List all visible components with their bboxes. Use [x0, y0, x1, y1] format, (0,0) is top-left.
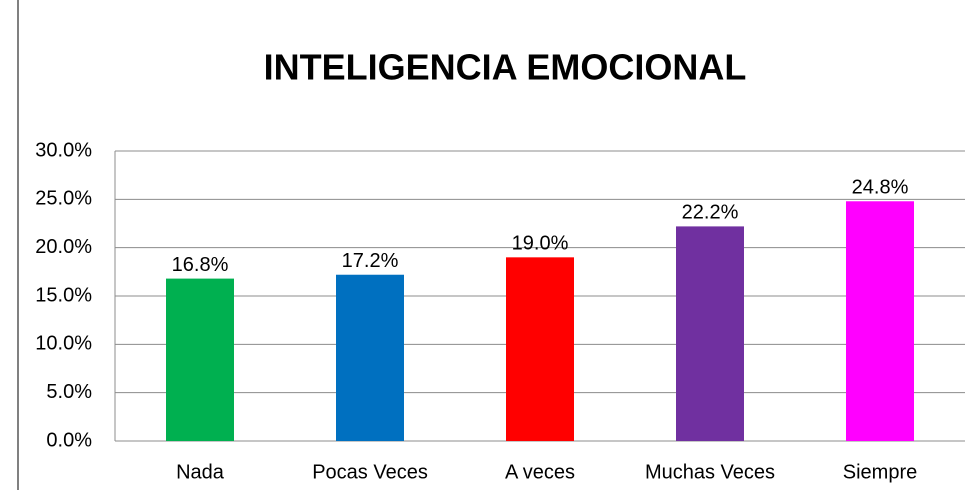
y-tick-label: 10.0% — [35, 333, 92, 355]
y-tick-label: 15.0% — [35, 284, 92, 306]
bar — [846, 201, 914, 441]
y-tick-label: 20.0% — [35, 236, 92, 258]
data-label: 16.8% — [172, 254, 229, 276]
chart-title: INTELIGENCIA EMOCIONAL — [264, 47, 747, 88]
bar — [336, 274, 404, 441]
data-label: 17.2% — [342, 250, 399, 272]
data-label: 24.8% — [852, 177, 909, 199]
y-tick-label: 25.0% — [35, 188, 92, 210]
y-tick-label: 30.0% — [35, 139, 92, 161]
bar — [506, 257, 574, 441]
data-label: 22.2% — [682, 202, 739, 224]
data-label: 19.0% — [512, 233, 569, 255]
bar — [166, 278, 234, 441]
y-tick-label: 5.0% — [46, 381, 92, 403]
x-tick-label: Pocas Veces — [312, 461, 428, 483]
x-tick-label: A veces — [505, 461, 575, 483]
x-tick-label: Nada — [176, 461, 225, 483]
bar — [676, 226, 744, 441]
y-tick-label: 0.0% — [46, 429, 92, 451]
x-tick-label: Muchas Veces — [645, 461, 775, 483]
x-tick-label: Siempre — [843, 461, 917, 483]
